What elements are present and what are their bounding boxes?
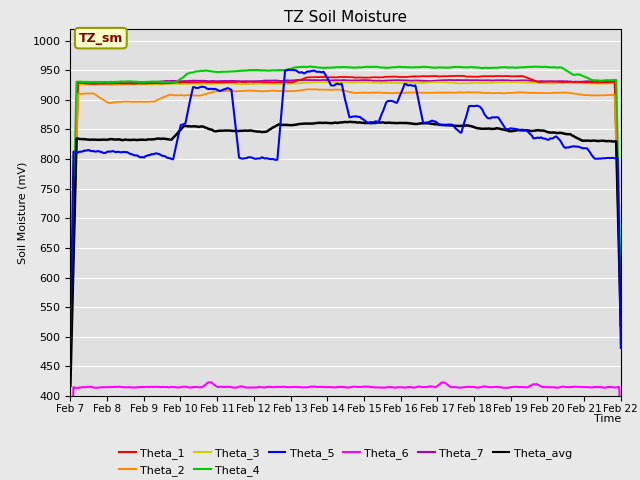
Theta_4 [617, 284, 625, 290]
Text: TZ_sm: TZ_sm [79, 32, 123, 45]
Line: Theta_6: Theta_6 [70, 383, 621, 480]
Line: Theta_4: Theta_4 [70, 67, 621, 358]
Theta_3 [134, 81, 141, 87]
Theta_6 [617, 445, 625, 451]
Theta_avg [346, 119, 353, 125]
Theta_3 [258, 81, 266, 86]
Theta_4 [306, 64, 314, 70]
Theta_avg [134, 137, 141, 143]
Theta_4 [258, 68, 266, 73]
Line: Theta_5: Theta_5 [70, 70, 621, 348]
Theta_1 [617, 300, 625, 305]
Theta_3 [617, 300, 625, 306]
Line: Theta_avg: Theta_avg [70, 122, 621, 386]
Theta_4 [134, 79, 141, 85]
Theta_1 [453, 73, 461, 79]
Theta_2 [230, 88, 238, 94]
Theta_5 [230, 113, 238, 119]
Theta_7 [230, 78, 238, 84]
Theta_4 [67, 355, 74, 360]
Theta_4 [308, 64, 316, 70]
Theta_2 [304, 86, 312, 92]
Theta_4 [249, 67, 257, 73]
Theta_4 [230, 69, 238, 74]
X-axis label:   Time: Time [586, 414, 621, 424]
Theta_avg [67, 383, 74, 389]
Theta_2 [308, 86, 316, 92]
Theta_avg [230, 128, 238, 134]
Theta_avg [588, 138, 595, 144]
Theta_6 [206, 380, 214, 385]
Theta_5 [67, 341, 74, 347]
Line: Theta_3: Theta_3 [70, 82, 621, 359]
Theta_1 [258, 79, 266, 85]
Y-axis label: Soil Moisture (mV): Soil Moisture (mV) [17, 161, 27, 264]
Theta_3 [249, 81, 257, 86]
Theta_avg [617, 323, 625, 328]
Theta_3 [327, 79, 335, 85]
Theta_5 [249, 155, 257, 161]
Theta_avg [249, 128, 257, 134]
Theta_3 [230, 81, 238, 87]
Line: Theta_2: Theta_2 [70, 89, 621, 363]
Theta_4 [588, 77, 595, 83]
Theta_7 [134, 79, 141, 85]
Theta_2 [617, 307, 625, 313]
Theta_1 [67, 355, 74, 361]
Theta_6 [134, 384, 141, 390]
Theta_6 [588, 384, 595, 390]
Theta_1 [134, 81, 141, 86]
Theta_5 [286, 67, 294, 72]
Theta_3 [307, 80, 315, 85]
Theta_5 [588, 152, 595, 158]
Theta_7 [67, 354, 74, 360]
Line: Theta_1: Theta_1 [70, 76, 621, 358]
Theta_7 [249, 78, 257, 84]
Theta_avg [307, 120, 315, 126]
Theta_5 [617, 345, 625, 351]
Theta_5 [258, 155, 266, 160]
Theta_2 [249, 88, 257, 94]
Line: Theta_7: Theta_7 [70, 80, 621, 357]
Theta_6 [232, 385, 240, 391]
Theta_avg [258, 129, 266, 135]
Theta_7 [617, 300, 625, 305]
Theta_3 [588, 81, 595, 86]
Theta_2 [588, 93, 595, 98]
Theta_7 [588, 79, 595, 84]
Theta_2 [258, 88, 266, 94]
Theta_2 [134, 99, 141, 105]
Theta_5 [134, 153, 141, 158]
Theta_6 [250, 384, 258, 390]
Theta_6 [308, 384, 316, 390]
Theta_3 [67, 356, 74, 362]
Theta_1 [588, 80, 595, 85]
Theta_2 [67, 360, 74, 366]
Theta_6 [260, 384, 268, 390]
Theta_7 [308, 77, 316, 83]
Theta_7 [295, 77, 303, 83]
Legend: Theta_1, Theta_2, Theta_3, Theta_4, Theta_5, Theta_6, Theta_7, Theta_avg: Theta_1, Theta_2, Theta_3, Theta_4, Thet… [115, 444, 577, 480]
Theta_1 [230, 79, 238, 85]
Theta_7 [258, 78, 266, 84]
Theta_1 [307, 74, 315, 80]
Title: TZ Soil Moisture: TZ Soil Moisture [284, 10, 407, 25]
Theta_1 [249, 79, 257, 85]
Theta_5 [308, 68, 316, 74]
